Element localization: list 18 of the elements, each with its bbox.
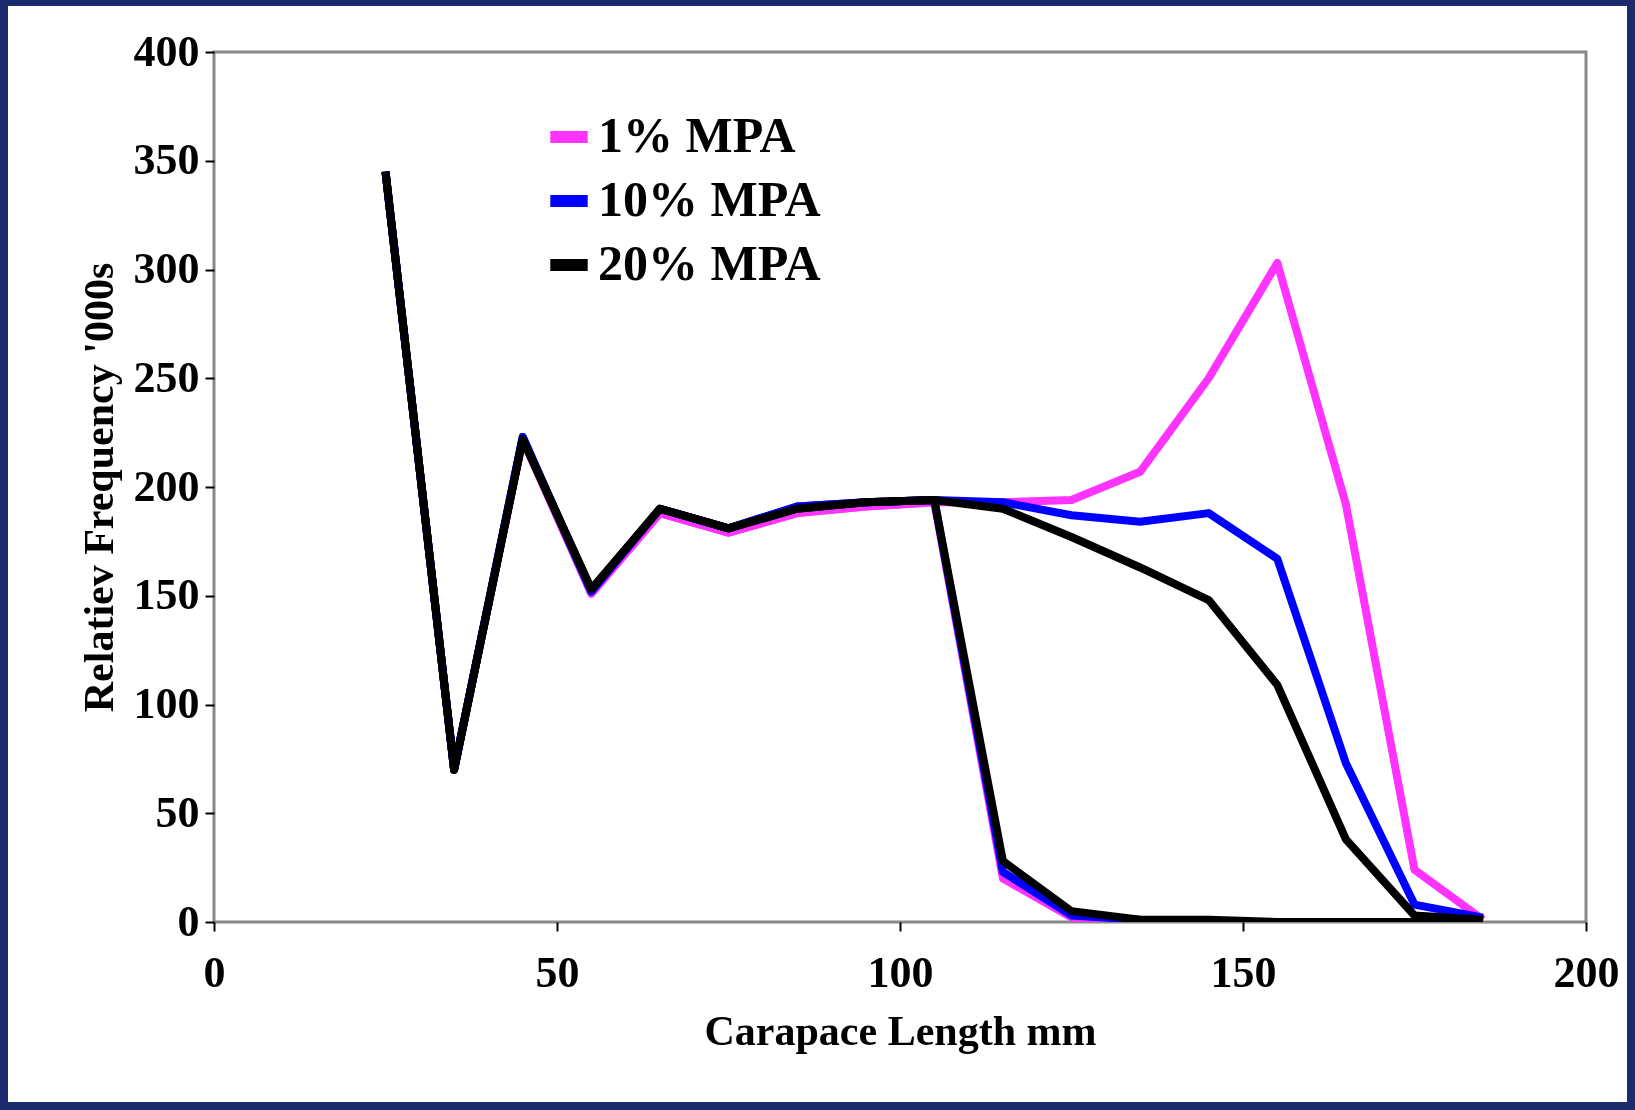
- x-tick-label: 100: [867, 947, 934, 997]
- x-tick-label: 150: [1210, 947, 1277, 997]
- y-tick-label: 100: [133, 679, 200, 728]
- y-tick-label: 150: [133, 570, 200, 620]
- x-tick-label: 200: [1553, 947, 1620, 997]
- y-axis-title: Relatiev Frequency '000s: [75, 262, 122, 713]
- legend-label: 10% MPA: [598, 171, 821, 227]
- x-axis-title: Carapace Length mm: [704, 1007, 1097, 1054]
- y-tick-label: 250: [133, 352, 200, 402]
- y-tick-label: 350: [133, 135, 200, 185]
- legend-label: 1% MPA: [598, 107, 796, 163]
- y-tick-label: 200: [133, 461, 200, 511]
- y-tick-label: 50: [155, 787, 200, 837]
- legend-label: 20% MPA: [598, 235, 821, 291]
- y-tick-label: 0: [177, 896, 200, 946]
- y-tick-label: 400: [133, 26, 200, 76]
- y-tick-label: 300: [133, 244, 200, 293]
- x-tick-label: 50: [535, 947, 580, 997]
